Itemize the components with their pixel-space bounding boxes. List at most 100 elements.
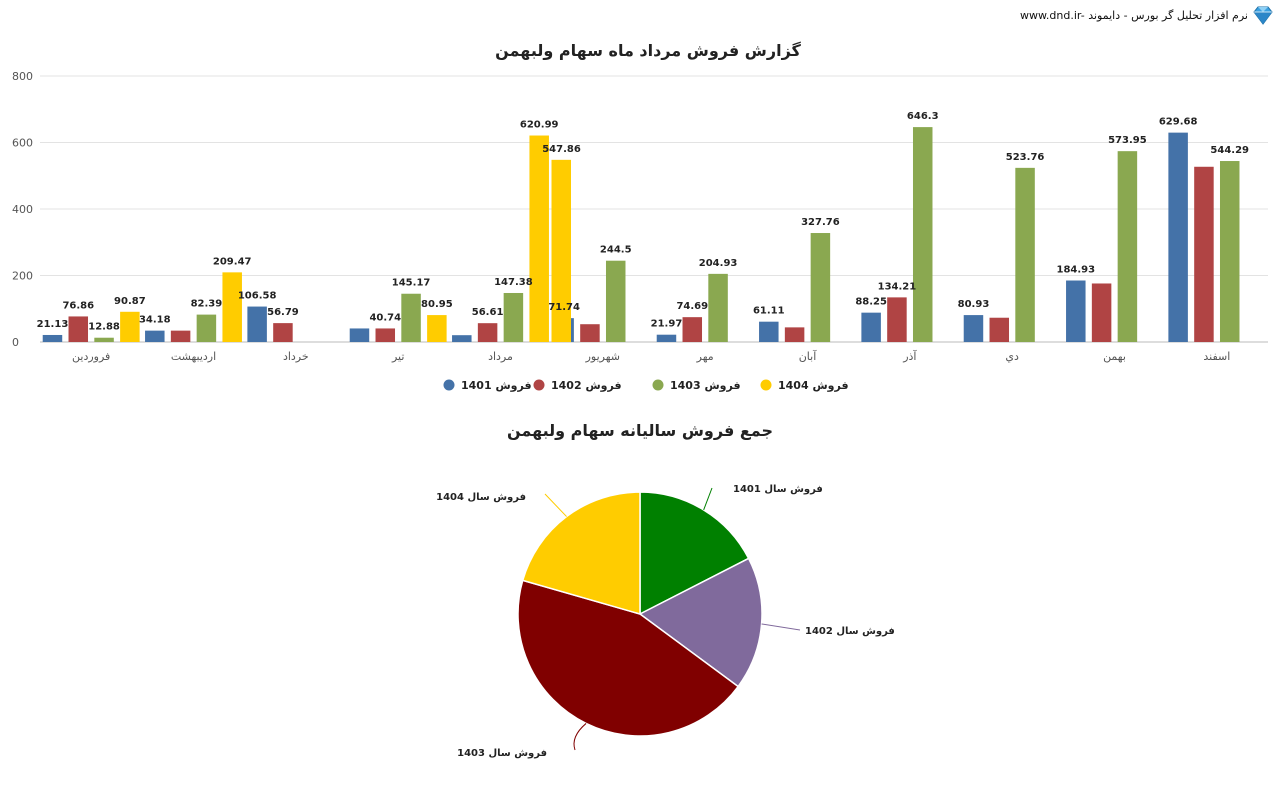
y-tick-label: 800: [12, 70, 33, 83]
x-tick-label: مهر: [696, 350, 714, 363]
bar: [273, 323, 293, 342]
y-tick-label: 200: [12, 270, 33, 283]
legend-marker: [443, 379, 455, 391]
legend-marker: [533, 379, 545, 391]
data-label: 76.86: [62, 300, 94, 311]
data-label: 620.99: [520, 120, 559, 131]
data-label: 145.17: [392, 278, 431, 289]
y-tick-label: 400: [12, 203, 33, 216]
bar: [1015, 167, 1035, 342]
x-tick-label: مرداد: [488, 350, 513, 363]
pie-slice: [521, 491, 641, 615]
bar: [222, 272, 242, 342]
bar: [682, 317, 703, 342]
pie-slice: [638, 557, 763, 688]
data-label: 88.25: [855, 297, 887, 308]
pie-slice-label: فروش سال 1402: [805, 626, 895, 637]
bar: [170, 330, 191, 342]
bar: [551, 159, 571, 342]
data-label: 646.3: [907, 111, 939, 122]
legend-label: فروش 1402: [551, 379, 622, 392]
bar: [1091, 283, 1112, 342]
data-label: 204.93: [699, 258, 738, 269]
data-label: 629.68: [1159, 117, 1198, 128]
x-tick-label: فروردین: [72, 350, 110, 363]
bar: [503, 292, 524, 342]
data-label: 82.39: [191, 299, 223, 310]
pie-slice-label: فروش سال 1401: [733, 484, 823, 495]
x-tick-label: آذر: [902, 349, 917, 363]
legend-label: فروش 1404: [778, 379, 849, 392]
x-tick-label: دي: [1005, 350, 1019, 363]
data-label: 80.95: [421, 299, 453, 310]
bar: [42, 334, 63, 342]
bar: [963, 315, 984, 342]
bar: [784, 327, 805, 342]
bar: [452, 335, 472, 342]
data-label: 80.93: [958, 299, 990, 310]
data-label: 61.11: [753, 306, 785, 317]
pie-leader-line: [544, 493, 567, 517]
diamond-icon: [1253, 6, 1273, 25]
bar: [247, 306, 267, 342]
bar: [529, 135, 549, 342]
legend-marker: [760, 379, 772, 391]
pie-leader-line: [761, 623, 801, 631]
x-tick-label: بهمن: [1103, 350, 1126, 363]
data-label: 544.29: [1210, 145, 1249, 156]
pie-slice-label: فروش سال 1404: [436, 492, 526, 503]
data-label: 106.58: [238, 291, 277, 302]
x-tick-label: تیر: [391, 350, 404, 363]
data-label: 523.76: [1006, 152, 1045, 163]
pie-chart-title: جمع فروش سالیانه سهام ولبهمن: [507, 421, 773, 440]
data-label: 74.69: [676, 301, 708, 312]
data-label: 40.74: [369, 312, 401, 323]
data-label: 134.21: [878, 281, 917, 292]
data-label: 12.88: [88, 322, 120, 333]
data-label: 90.87: [114, 296, 146, 307]
legend-marker: [652, 379, 664, 391]
pie-slice: [639, 491, 750, 616]
bar: [1168, 132, 1188, 342]
bar: [375, 328, 396, 342]
x-tick-label: اسفند: [1203, 350, 1230, 363]
legend-label: فروش 1403: [670, 379, 741, 392]
header-text: www.dnd.ir- نرم افزار تحلیل گر بورس - دا…: [1019, 8, 1248, 22]
bar: [477, 323, 498, 342]
bar: [580, 324, 600, 342]
x-tick-label: آبان: [799, 349, 817, 363]
x-tick-label: شهریور: [585, 350, 620, 363]
bar: [656, 334, 677, 342]
bar-chart-title: گزارش فروش مرداد ماه سهام ولبهمن: [495, 41, 801, 60]
x-tick-label: خرداد: [283, 350, 309, 363]
bar: [887, 297, 907, 342]
bar: [1219, 161, 1240, 342]
bar: [708, 273, 728, 342]
bar: [401, 293, 421, 342]
data-label: 71.74: [548, 302, 580, 313]
pie-leader-line: [573, 723, 587, 751]
bar: [605, 260, 626, 342]
bar: [1117, 151, 1138, 342]
data-label: 244.5: [600, 245, 632, 256]
data-label: 21.97: [651, 319, 683, 330]
y-tick-label: 600: [12, 137, 33, 150]
bar: [196, 314, 217, 342]
bar: [1066, 280, 1086, 342]
pie-leader-line: [703, 487, 713, 511]
data-label: 21.13: [37, 319, 69, 330]
bar: [810, 233, 831, 342]
bar: [427, 315, 447, 342]
bar: [94, 337, 114, 342]
bar: [861, 312, 881, 342]
data-label: 209.47: [213, 256, 252, 267]
bar: [145, 330, 165, 342]
pie-slice-label: فروش سال 1403: [457, 748, 547, 759]
bar: [989, 317, 1010, 342]
bar: [759, 321, 779, 342]
bar: [68, 316, 89, 342]
y-tick-label: 0: [12, 336, 19, 349]
pie-slice: [517, 579, 740, 737]
x-tick-label: اردیبهشت: [171, 350, 216, 363]
